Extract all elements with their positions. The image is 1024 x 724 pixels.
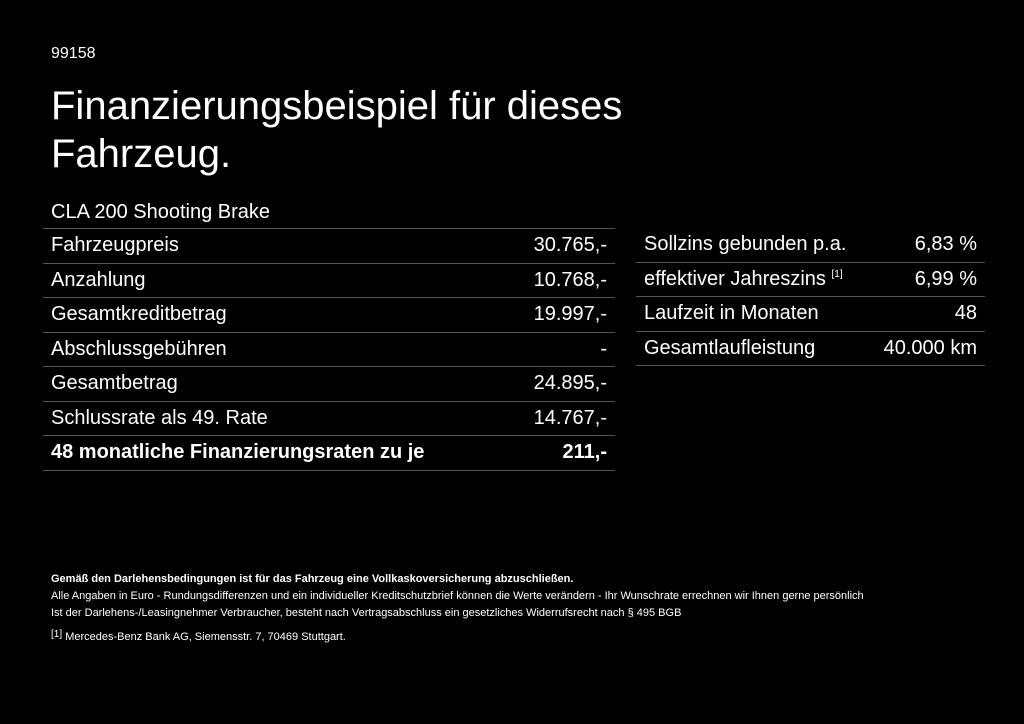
row-value: 48 bbox=[868, 296, 985, 332]
table-row: effektiver Jahreszins [1] 6,99 % bbox=[636, 262, 985, 297]
legal-notes: Gemäß den Darlehensbedingungen ist für d… bbox=[51, 571, 864, 646]
row-label: Laufzeit in Monaten bbox=[636, 296, 869, 332]
table-row: Gesamtbetrag 24.895,- bbox=[43, 366, 615, 402]
row-label: Gesamtkreditbetrag bbox=[43, 297, 509, 333]
vehicle-model: CLA 200 Shooting Brake bbox=[51, 201, 271, 223]
disclaimer-line: Alle Angaben in Euro - Rundungsdifferenz… bbox=[51, 590, 864, 602]
row-label: Fahrzeugpreis bbox=[43, 228, 509, 264]
row-value: 40.000 km bbox=[868, 331, 985, 366]
row-value: - bbox=[508, 332, 615, 367]
row-value: 211,- bbox=[508, 435, 615, 471]
row-label: Schlussrate als 49. Rate bbox=[43, 401, 509, 436]
row-label: Sollzins gebunden p.a. bbox=[636, 228, 869, 263]
row-value: 10.768,- bbox=[508, 263, 615, 298]
table-row: Sollzins gebunden p.a. 6,83 % bbox=[636, 228, 985, 263]
row-value: 19.997,- bbox=[508, 297, 615, 333]
table-row: Laufzeit in Monaten 48 bbox=[636, 296, 985, 332]
row-label: Gesamtlaufleistung bbox=[636, 331, 869, 366]
table-row: Schlussrate als 49. Rate 14.767,- bbox=[43, 401, 615, 436]
row-value: 6,83 % bbox=[868, 228, 985, 263]
row-value: 6,99 % bbox=[868, 262, 985, 297]
page-title: Finanzierungsbeispiel für dieses Fahrzeu… bbox=[51, 84, 623, 176]
row-label: Abschlussgebühren bbox=[43, 332, 509, 367]
insurance-note: Gemäß den Darlehensbedingungen ist für d… bbox=[51, 573, 574, 585]
footnote-ref: [1] bbox=[831, 268, 843, 280]
table-row: Gesamtlaufleistung 40.000 km bbox=[636, 331, 985, 366]
table-row: Gesamtkreditbetrag 19.997,- bbox=[43, 297, 615, 333]
footnote-text: Mercedes-Benz Bank AG, Siemensstr. 7, 70… bbox=[65, 631, 346, 643]
table-row: Anzahlung 10.768,- bbox=[43, 263, 615, 298]
row-label-cell: effektiver Jahreszins [1] bbox=[636, 262, 869, 297]
row-label: Gesamtbetrag bbox=[43, 366, 509, 402]
table-row: Abschlussgebühren - bbox=[43, 332, 615, 367]
row-label: Anzahlung bbox=[43, 263, 509, 298]
row-value: 30.765,- bbox=[508, 228, 615, 264]
financing-table: Fahrzeugpreis 30.765,- Anzahlung 10.768,- … bbox=[43, 228, 615, 471]
monthly-rate-row: 48 monatliche Finanzierungsraten zu je 21… bbox=[43, 435, 615, 471]
row-label: effektiver Jahreszins bbox=[644, 267, 826, 290]
row-value: 24.895,- bbox=[508, 366, 615, 402]
row-value: 14.767,- bbox=[508, 401, 615, 436]
table-row: Fahrzeugpreis 30.765,- bbox=[43, 228, 615, 264]
offer-id: 99158 bbox=[51, 45, 96, 62]
footnote: [1] Mercedes-Benz Bank AG, Siemensstr. 7… bbox=[51, 626, 864, 646]
footnote-mark: [1] bbox=[51, 629, 63, 640]
row-label: 48 monatliche Finanzierungsraten zu je bbox=[43, 435, 509, 471]
interest-table: Sollzins gebunden p.a. 6,83 % effektiver … bbox=[636, 228, 985, 366]
withdrawal-note: Ist der Darlehens-/Leasingnehmer Verbrau… bbox=[51, 607, 682, 619]
